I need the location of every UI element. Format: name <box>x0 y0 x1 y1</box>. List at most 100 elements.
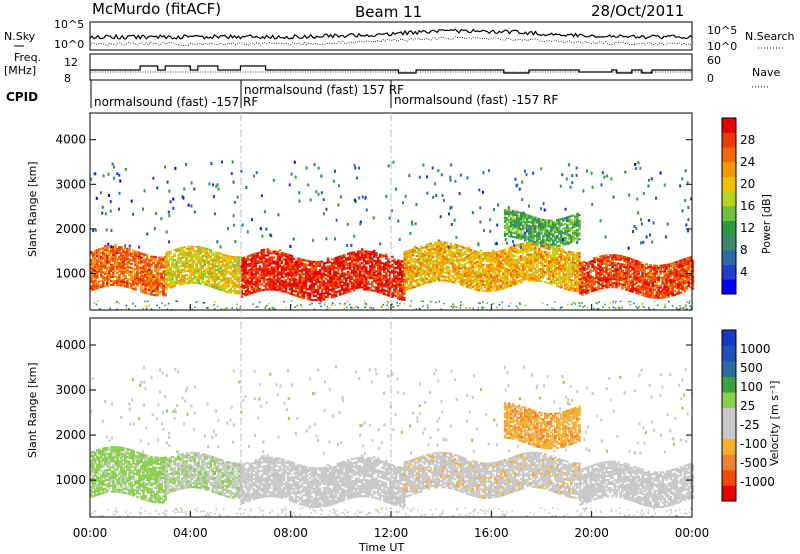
echo-cell <box>360 286 364 289</box>
echo-cell <box>237 278 241 281</box>
echo-cell <box>562 273 565 276</box>
echo-cell <box>523 248 527 251</box>
echo-cell <box>485 252 489 255</box>
echo-cell <box>233 290 237 293</box>
echo-cell <box>102 281 105 284</box>
echo-cell <box>581 281 584 284</box>
echo-cell <box>334 285 338 288</box>
echo-cell <box>435 265 439 268</box>
echo-cell <box>330 286 334 289</box>
echo-cell <box>651 278 654 281</box>
echo-cell <box>382 270 386 273</box>
echo-cell <box>292 267 296 270</box>
echo-cell <box>635 280 638 283</box>
echo-cell <box>405 278 409 281</box>
echo-cell <box>667 263 671 266</box>
echo-cell <box>615 268 618 271</box>
echo-cell <box>409 253 413 256</box>
echo-cell <box>96 265 99 268</box>
echo-cell <box>330 276 334 279</box>
echo-cell <box>552 261 555 264</box>
echo-cell <box>352 259 356 262</box>
echo-cell <box>519 211 523 215</box>
echo-cell <box>409 273 413 276</box>
echo-cell <box>126 279 129 282</box>
echo-cell <box>364 272 368 275</box>
echo-cell <box>187 251 190 254</box>
echo-cell <box>352 253 356 256</box>
echo-cell <box>491 271 495 274</box>
echo-cell <box>425 271 429 274</box>
echo-cell <box>515 226 519 229</box>
echo-cell <box>171 263 174 266</box>
echo-cell <box>683 288 687 291</box>
echo-cell <box>368 270 372 273</box>
echo-cell <box>631 278 634 281</box>
echo-cell <box>197 252 200 255</box>
echo-cell <box>439 249 443 252</box>
echo-cell <box>181 248 184 251</box>
echo-cell <box>467 254 471 257</box>
echo-cell <box>242 270 246 273</box>
echo-cell <box>160 260 163 263</box>
echo-cell <box>366 260 370 263</box>
echo-cell <box>314 264 318 267</box>
echo-cell <box>296 269 300 272</box>
echo-cell <box>471 257 475 260</box>
echo-cell <box>509 211 513 214</box>
echo-cell <box>122 284 125 287</box>
echo-cell <box>501 265 505 268</box>
echo-cell <box>568 254 571 257</box>
echo-cell <box>310 292 314 295</box>
echo-cell <box>96 269 99 272</box>
echo-cell <box>415 275 419 278</box>
echo-cell <box>509 258 513 261</box>
echo-cell <box>171 277 174 280</box>
echo-cell <box>568 258 571 261</box>
echo-cell <box>336 278 340 281</box>
echo-cell <box>144 261 147 264</box>
echo-cell <box>515 282 519 285</box>
echo-cell <box>515 270 519 273</box>
echo-cell <box>511 255 515 258</box>
echo-cell <box>683 268 687 271</box>
echo-cell <box>443 255 447 258</box>
echo-cell <box>310 286 314 289</box>
echo-cell <box>593 277 596 280</box>
echo-cell <box>360 268 364 271</box>
echo-cell <box>156 272 159 275</box>
echo-cell <box>503 258 507 261</box>
echo-cell <box>284 265 288 268</box>
echo-cell <box>539 252 543 255</box>
echo-cell <box>560 260 563 263</box>
echo-cell <box>477 271 481 274</box>
echo-cell <box>579 280 582 283</box>
echo-cell <box>348 274 352 277</box>
echo-cell <box>562 250 565 253</box>
echo-cell <box>158 258 161 261</box>
echo-cell <box>310 272 314 275</box>
echo-cell <box>677 276 681 279</box>
echo-cell <box>605 278 608 281</box>
echo-cell <box>250 259 254 262</box>
echo-cell <box>589 276 592 279</box>
echo-cell <box>429 248 433 251</box>
echo-cell <box>599 265 602 268</box>
echo-cell <box>223 278 227 281</box>
echo-cell <box>437 239 441 242</box>
echo-cell <box>142 271 145 274</box>
echo-cell <box>219 278 223 281</box>
echo-cell <box>649 272 652 275</box>
echo-cell <box>322 282 326 285</box>
echo-cell <box>372 279 376 282</box>
echo-cell <box>274 266 278 269</box>
echo-cell <box>171 265 174 268</box>
echo-cell <box>479 255 483 258</box>
echo-cell <box>558 253 561 256</box>
echo-cell <box>128 282 131 285</box>
echo-cell <box>140 276 143 279</box>
echo-cell <box>100 275 103 278</box>
echo-cell <box>272 250 276 253</box>
echo-cell <box>479 249 483 252</box>
echo-cell <box>447 252 451 255</box>
